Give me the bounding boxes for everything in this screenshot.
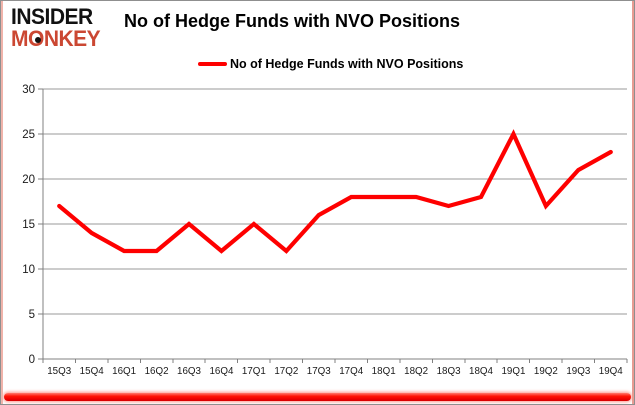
- x-tick-label: 18Q4: [469, 366, 494, 377]
- y-tick-label: 30: [22, 84, 35, 96]
- insider-monkey-logo: INSIDER MONKEY: [11, 6, 129, 52]
- chart-title: No of Hedge Funds with NVO Positions: [124, 11, 460, 31]
- x-tick-label: 16Q4: [209, 366, 234, 377]
- y-tick-label: 5: [29, 309, 35, 321]
- x-tick-label: 15Q3: [47, 366, 72, 377]
- x-tick-label: 18Q3: [437, 366, 462, 377]
- y-tick-label: 25: [22, 129, 35, 141]
- x-tick-label: 18Q1: [372, 366, 396, 377]
- x-tick-label: 17Q1: [242, 366, 266, 377]
- axes: [38, 88, 628, 363]
- gridlines: [43, 88, 627, 360]
- x-tick-label: 19Q3: [566, 366, 591, 377]
- x-tick-label: 19Q1: [501, 366, 525, 377]
- legend-label: No of Hedge Funds with NVO Positions: [230, 57, 464, 71]
- x-tick-label: 17Q3: [307, 366, 332, 377]
- y-tick-label: 20: [22, 174, 35, 186]
- line-chart: 0 5 10 15 20 25 30 15Q3 15Q4 16Q1 16Q2 16Q3 16Q4 17Q1…: [22, 84, 628, 377]
- logo-text-insider: INSIDER: [11, 4, 93, 30]
- x-tick-label: 17Q4: [339, 366, 364, 377]
- monkey-eye-icon: [35, 37, 41, 43]
- logo-text-monkey: MONKEY: [11, 26, 101, 52]
- x-tick-label: 16Q1: [112, 366, 136, 377]
- x-tick-label: 16Q2: [145, 366, 169, 377]
- x-tick-label: 19Q2: [534, 366, 558, 377]
- axis-labels: 0 5 10 15 20 25 30 15Q3 15Q4 16Q1 16Q2 16Q3 16Q4 17Q1…: [22, 84, 623, 377]
- series-line: [57, 129, 613, 254]
- legend: No of Hedge Funds with NVO Positions: [198, 57, 463, 71]
- x-tick-label: 15Q4: [80, 366, 105, 377]
- y-tick-label: 15: [22, 219, 35, 231]
- x-tick-label: 18Q2: [404, 366, 428, 377]
- y-tick-label: 10: [22, 264, 35, 276]
- legend-line-marker: [198, 61, 227, 67]
- x-tick-label: 17Q2: [274, 366, 298, 377]
- x-tick-label: 16Q3: [177, 366, 202, 377]
- y-tick-label: 0: [29, 354, 35, 366]
- bottom-red-bar: [4, 393, 631, 401]
- x-tick-label: 19Q4: [599, 366, 624, 377]
